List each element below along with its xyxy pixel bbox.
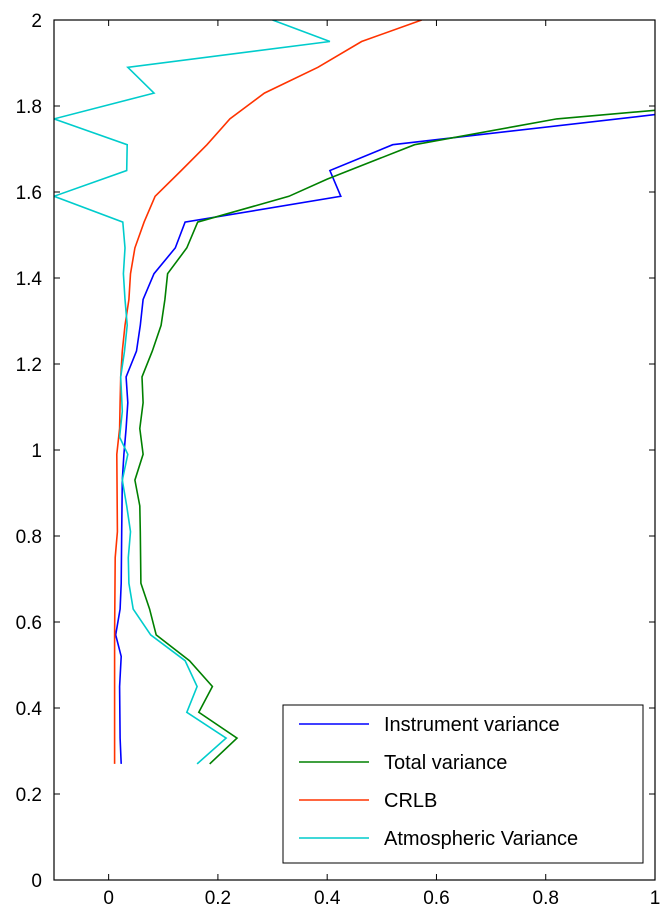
y-tick-label: 0 (31, 871, 42, 892)
axis-ticks: 0 0.2 0.4 0.6 0.8 1 0 0.2 0.4 0.6 0.8 1 1.2 1.4 1.6 1.8… (16, 11, 661, 909)
series-line-1 (114, 113, 655, 764)
legend: Instrument variance Total variance CRLB Atm… (282, 704, 644, 864)
y-tick-label: 1.4 (16, 269, 43, 290)
x-tick-label: 0.4 (314, 888, 341, 909)
y-tick-label: 0.2 (16, 785, 42, 806)
x-tick-label: 0 (103, 888, 114, 909)
x-tick-label: 0.6 (423, 888, 449, 909)
y-tick-label: 1.2 (16, 355, 42, 376)
series-line-4 (54, 20, 331, 765)
x-tick-label: 0.2 (205, 888, 231, 909)
legend-label: CRLB (384, 790, 437, 812)
series-line-3 (113, 20, 422, 764)
y-tick-label: 1.6 (16, 183, 42, 204)
y-tick-label: 1 (31, 441, 42, 462)
x-tick-label: 1 (650, 888, 661, 909)
y-tick-label: 1.8 (16, 97, 42, 118)
legend-label: Instrument variance (384, 714, 560, 736)
y-tick-label: 0.4 (16, 699, 43, 720)
legend-label: Atmospheric Variance (384, 828, 578, 850)
series-lines (54, 20, 655, 765)
y-tick-label: 2 (31, 11, 42, 32)
y-tick-label: 0.8 (16, 527, 42, 548)
y-tick-label: 0.6 (16, 613, 42, 634)
legend-box (282, 704, 644, 864)
series-line-2 (134, 109, 655, 765)
legend-label: Total variance (384, 752, 507, 774)
x-tick-label: 0.8 (533, 888, 559, 909)
